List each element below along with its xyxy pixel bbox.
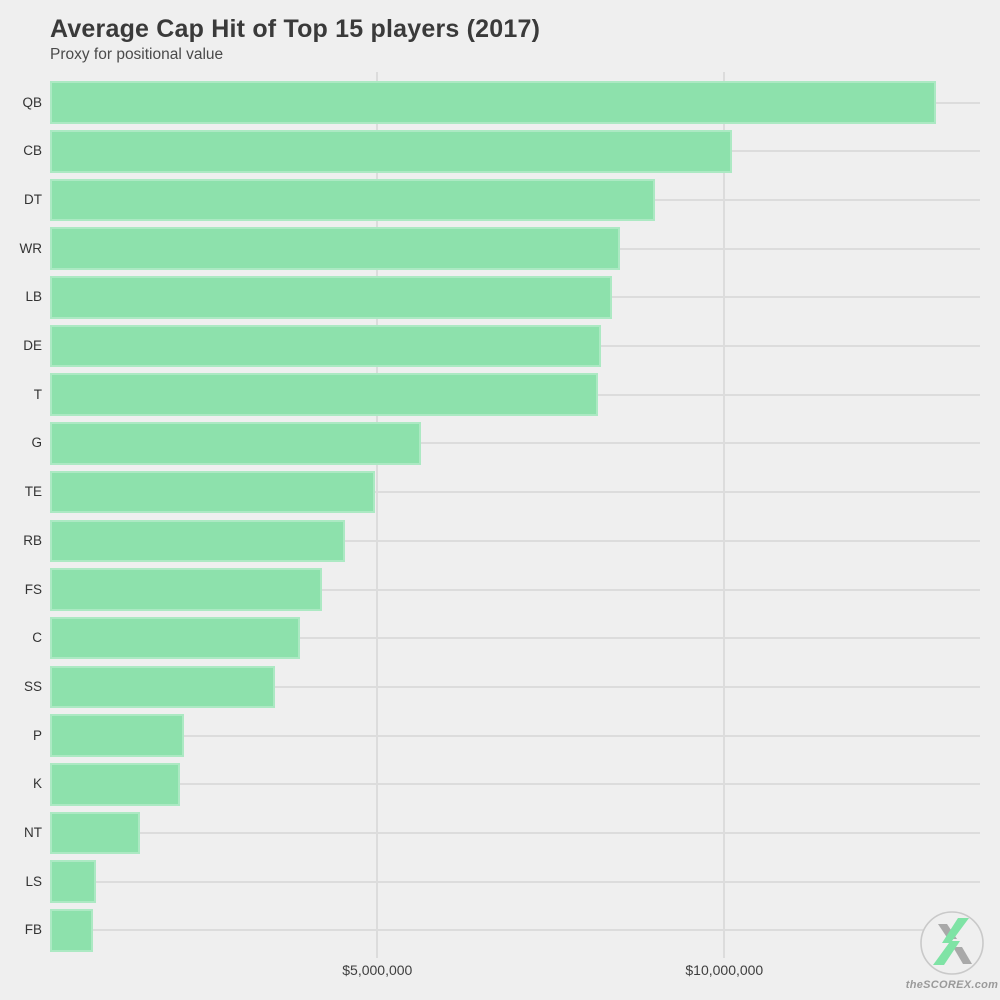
chart-subtitle: Proxy for positional value: [50, 46, 224, 63]
watermark-text: theSCOREX.com: [906, 979, 998, 991]
bar-ls: [50, 860, 97, 903]
bar-p: [50, 714, 184, 757]
category-label-de: DE: [23, 338, 42, 354]
h-gridline: [50, 685, 980, 688]
category-label-fs: FS: [24, 581, 42, 597]
bar-g: [50, 422, 422, 465]
x-tick-label: $5,000,000: [342, 962, 413, 978]
category-label-qb: QB: [22, 94, 42, 110]
h-gridline: [50, 831, 980, 834]
h-gridline: [50, 491, 980, 494]
bar-t: [50, 373, 598, 417]
h-gridline: [50, 442, 980, 445]
bar-k: [50, 762, 181, 806]
bar-de: [50, 324, 601, 368]
category-label-c: C: [32, 630, 42, 646]
category-label-nt: NT: [24, 824, 42, 840]
category-label-t: T: [33, 386, 42, 402]
h-gridline: [50, 880, 980, 883]
bar-fs: [50, 568, 322, 611]
watermark: theSCOREX.com: [906, 902, 998, 994]
bar-ss: [50, 665, 275, 709]
v-gridline: [723, 72, 726, 958]
h-gridline: [50, 539, 980, 542]
category-label-p: P: [32, 727, 42, 743]
bar-dt: [50, 178, 655, 222]
thescore-x-logo-icon: theSCOREX.com: [906, 911, 998, 991]
bar-nt: [50, 811, 140, 855]
category-label-ss: SS: [23, 678, 42, 694]
category-label-cb: CB: [23, 143, 42, 159]
category-label-ls: LS: [25, 873, 42, 889]
category-label-fb: FB: [24, 922, 42, 938]
h-gridline: [50, 734, 980, 737]
category-label-te: TE: [24, 484, 42, 500]
bar-cb: [50, 130, 732, 173]
v-gridline: [376, 72, 379, 958]
chart-title: Average Cap Hit of Top 15 players (2017): [50, 15, 541, 43]
h-gridline: [50, 783, 980, 786]
bar-fb: [50, 908, 93, 952]
category-label-g: G: [31, 435, 42, 451]
bar-rb: [50, 519, 346, 563]
category-label-k: K: [32, 776, 42, 792]
category-label-rb: RB: [23, 532, 42, 548]
h-gridline: [50, 637, 980, 640]
category-label-dt: DT: [24, 192, 42, 208]
bar-c: [50, 616, 301, 660]
bar-qb: [50, 81, 936, 124]
bar-te: [50, 470, 375, 514]
category-label-lb: LB: [25, 289, 42, 305]
x-tick-label: $10,000,000: [685, 962, 764, 978]
h-gridline: [50, 588, 980, 591]
bar-lb: [50, 276, 612, 319]
category-label-wr: WR: [19, 240, 43, 256]
h-gridline: [50, 929, 980, 932]
bar-wr: [50, 227, 620, 271]
